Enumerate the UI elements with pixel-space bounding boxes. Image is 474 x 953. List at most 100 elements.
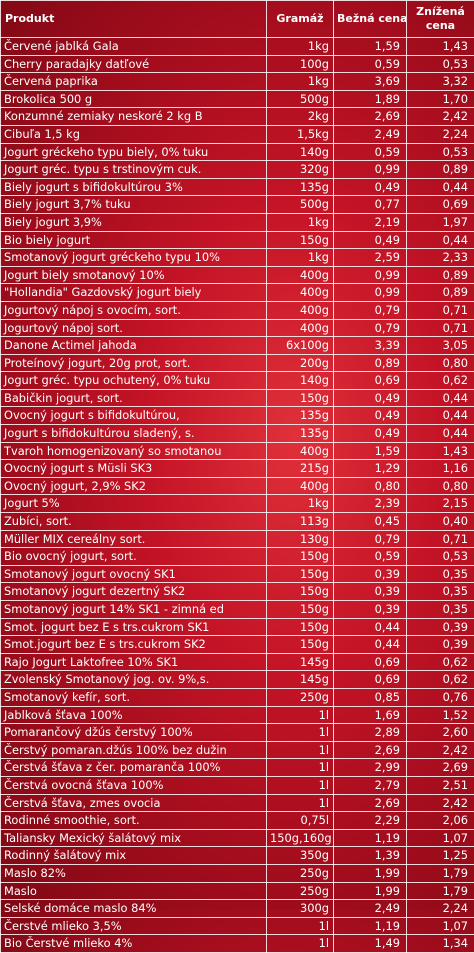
regular-price: 2,69 bbox=[334, 108, 407, 126]
product-name: Rodinné smoothie, sort. bbox=[1, 812, 267, 830]
product-weight: 1l bbox=[267, 935, 334, 953]
product-name: Ovocný jogurt, 2,9% SK2 bbox=[1, 477, 267, 495]
regular-price: 0,69 bbox=[334, 653, 407, 671]
discounted-price: 0,44 bbox=[407, 389, 474, 407]
product-name: Ovocný jogurt s bifidokultúrou, bbox=[1, 407, 267, 425]
discounted-price: 0,76 bbox=[407, 688, 474, 706]
product-name: Jogurtový nápoj sort. bbox=[1, 319, 267, 337]
regular-price: 0,45 bbox=[334, 513, 407, 531]
discounted-price: 0,62 bbox=[407, 372, 474, 390]
discounted-price: 2,06 bbox=[407, 812, 474, 830]
discounted-price: 0,44 bbox=[407, 178, 474, 196]
product-name: Biely jogurt s bifidokultúrou 3% bbox=[1, 178, 267, 196]
discounted-price: 2,69 bbox=[407, 759, 474, 777]
discounted-price: 0,80 bbox=[407, 354, 474, 372]
product-name: Smotanový jogurt 14% SK1 - zimná ed bbox=[1, 601, 267, 619]
product-name: Jablková šťava 100% bbox=[1, 706, 267, 724]
regular-price: 0,39 bbox=[334, 565, 407, 583]
product-weight: 200g bbox=[267, 354, 334, 372]
regular-price: 2,39 bbox=[334, 495, 407, 513]
discounted-price: 0,62 bbox=[407, 671, 474, 689]
discounted-price: 1,07 bbox=[407, 829, 474, 847]
product-name: Smot. jogurt bez E s trs.cukrom SK1 bbox=[1, 618, 267, 636]
product-name: Jogurtový nápoj s ovocím, sort. bbox=[1, 301, 267, 319]
regular-price: 0,85 bbox=[334, 688, 407, 706]
product-weight: 1l bbox=[267, 741, 334, 759]
regular-price: 0,49 bbox=[334, 178, 407, 196]
product-name: Červené jablká Gala bbox=[1, 38, 267, 56]
discounted-price: 1,79 bbox=[407, 864, 474, 882]
regular-price: 0,69 bbox=[334, 372, 407, 390]
regular-price: 2,99 bbox=[334, 759, 407, 777]
regular-price: 3,39 bbox=[334, 337, 407, 355]
discounted-price: 0,44 bbox=[407, 231, 474, 249]
regular-price: 2,69 bbox=[334, 741, 407, 759]
product-weight: 400g bbox=[267, 477, 334, 495]
discounted-price: 0,89 bbox=[407, 284, 474, 302]
regular-price: 0,49 bbox=[334, 407, 407, 425]
product-weight: 1kg bbox=[267, 213, 334, 231]
product-name: Maslo 82% bbox=[1, 864, 267, 882]
product-weight: 150g bbox=[267, 618, 334, 636]
regular-price: 1,49 bbox=[334, 935, 407, 953]
discounted-price: 0,53 bbox=[407, 548, 474, 566]
discounted-price: 1,97 bbox=[407, 213, 474, 231]
product-weight: 500g bbox=[267, 196, 334, 214]
discounted-price: 0,53 bbox=[407, 143, 474, 161]
product-weight: 0,75l bbox=[267, 812, 334, 830]
discounted-price: 1,07 bbox=[407, 917, 474, 935]
discounted-price: 1,79 bbox=[407, 882, 474, 900]
product-weight: 350g bbox=[267, 847, 334, 865]
discounted-price: 1,16 bbox=[407, 460, 474, 478]
product-name: Bio biely jogurt bbox=[1, 231, 267, 249]
discounted-price: 0,35 bbox=[407, 565, 474, 583]
product-name: Čerstvá šťava, zmes ovocia bbox=[1, 794, 267, 812]
product-name: Taliansky Mexický šalátový mix bbox=[1, 829, 267, 847]
discounted-price: 0,80 bbox=[407, 477, 474, 495]
product-name: Jogurt gréc. typu s trstinovým cuk. bbox=[1, 161, 267, 179]
regular-price: 0,49 bbox=[334, 389, 407, 407]
product-name: Smotanový jogurt gréckeho typu 10% bbox=[1, 249, 267, 267]
product-weight: 150g bbox=[267, 601, 334, 619]
regular-price: 0,99 bbox=[334, 266, 407, 284]
product-name: Čerstvá šťava z čer. pomaranča 100% bbox=[1, 759, 267, 777]
discounted-price: 2,24 bbox=[407, 900, 474, 918]
product-weight: 100g bbox=[267, 55, 334, 73]
discounted-price: 1,25 bbox=[407, 847, 474, 865]
product-weight: 215g bbox=[267, 460, 334, 478]
discounted-price: 0,39 bbox=[407, 618, 474, 636]
regular-price: 1,19 bbox=[334, 917, 407, 935]
header-regular-price: Bežná cena bbox=[334, 1, 407, 38]
regular-price: 0,44 bbox=[334, 636, 407, 654]
product-name: Babičkin jogurt, sort. bbox=[1, 389, 267, 407]
product-weight: 250g bbox=[267, 864, 334, 882]
product-name: Pomarančový džús čerstvý 100% bbox=[1, 724, 267, 742]
regular-price: 1,59 bbox=[334, 442, 407, 460]
product-weight: 135g bbox=[267, 178, 334, 196]
discounted-price: 0,89 bbox=[407, 161, 474, 179]
discounted-price: 0,71 bbox=[407, 319, 474, 337]
regular-price: 0,89 bbox=[334, 354, 407, 372]
